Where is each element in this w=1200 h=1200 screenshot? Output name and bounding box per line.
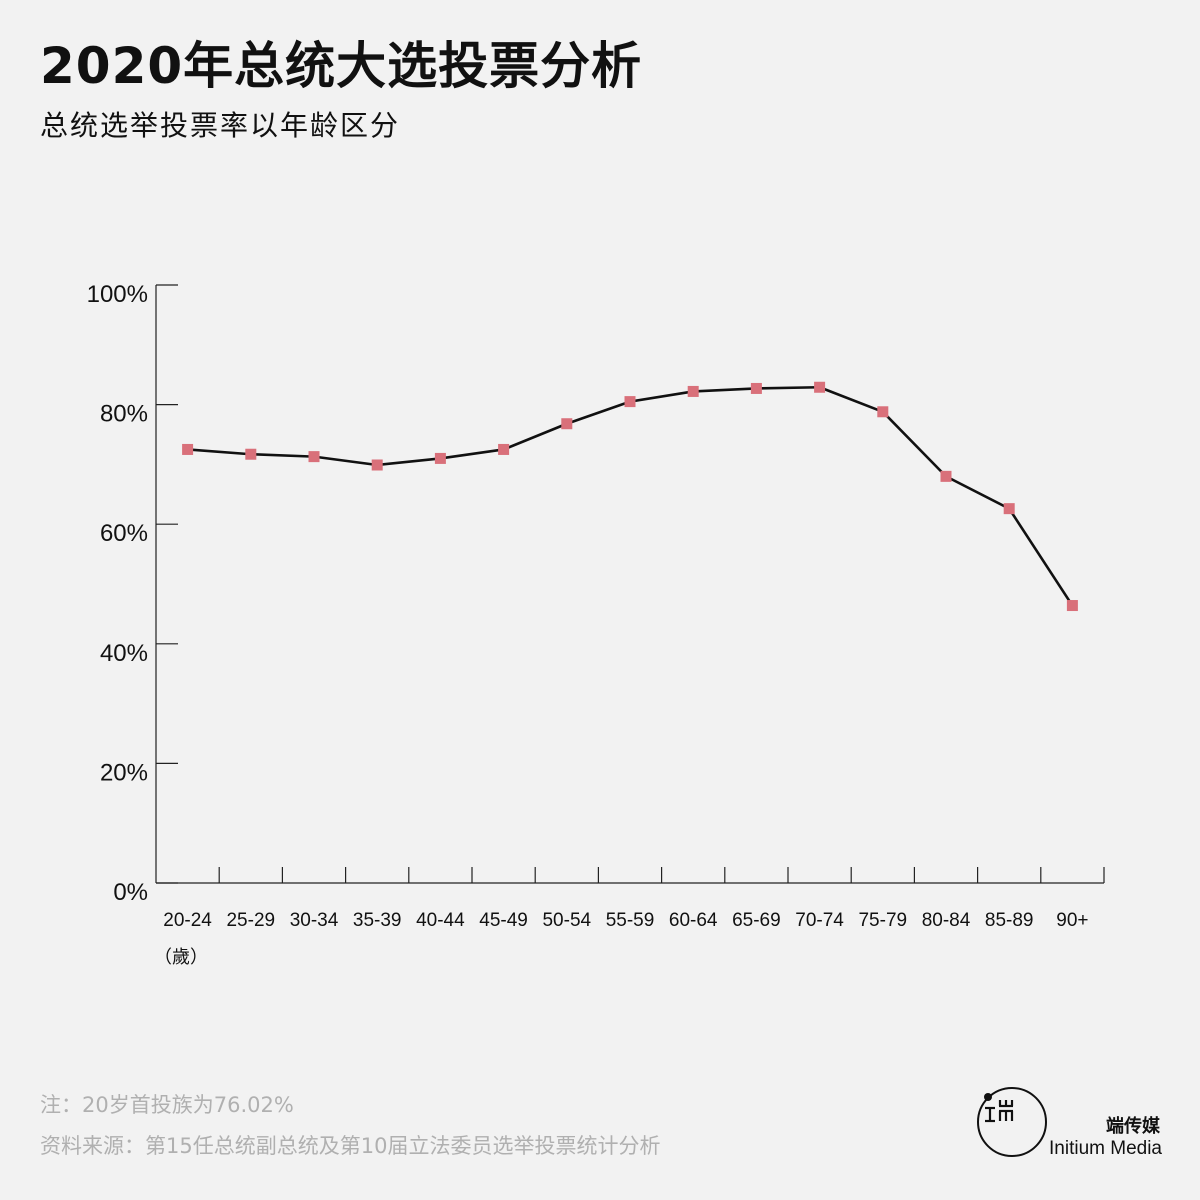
page-title: 2020年总统大选投票分析	[40, 37, 643, 95]
y-tick-label: 100%	[87, 281, 148, 308]
data-point-marker	[814, 381, 826, 393]
footnote-first-time-voters: 注：20岁首投族为76.02%	[40, 1093, 294, 1117]
x-tick-label: 90+	[1056, 910, 1088, 931]
y-tick-label: 80%	[100, 401, 148, 428]
data-point-marker	[624, 396, 636, 408]
data-point-marker	[245, 448, 257, 460]
data-source: 资料来源：第15任总统副总统及第10届立法委员选举投票统计分析	[40, 1134, 661, 1158]
brand-name-en: Initium Media	[1049, 1138, 1162, 1159]
x-tick-label: 85-89	[985, 910, 1034, 931]
x-tick-label: 55-59	[606, 910, 655, 931]
page-subtitle: 总统选举投票率以年龄区分	[40, 109, 401, 142]
data-point-marker	[750, 382, 762, 394]
x-tick-label: 30-34	[290, 910, 339, 931]
data-point-marker	[687, 385, 699, 397]
data-point-marker	[182, 443, 194, 455]
x-tick-label: 75-79	[858, 910, 907, 931]
x-tick-label: 45-49	[479, 910, 528, 931]
x-tick-label: 20-24	[163, 910, 212, 931]
x-tick-label: 65-69	[732, 910, 781, 931]
brand-name-cn: 端传媒	[1106, 1116, 1160, 1137]
x-tick-label: 60-64	[669, 910, 718, 931]
y-tick-label: 20%	[100, 759, 148, 786]
initium-logo-icon	[977, 1087, 1047, 1157]
x-axis-unit-label: （歲）	[154, 947, 208, 968]
y-tick-label: 40%	[100, 640, 148, 667]
data-point-marker	[371, 459, 383, 471]
x-tick-label: 70-74	[795, 910, 844, 931]
series-line-group	[182, 381, 1078, 612]
y-tick-label: 0%	[113, 879, 148, 906]
data-point-marker	[434, 452, 446, 464]
x-axis: 20-24 25-29 30-34 35-39 40-44 45-49 50-54 55-59…	[154, 867, 1105, 968]
x-tick-label: 40-44	[416, 910, 465, 931]
x-tick-label: 50-54	[542, 910, 591, 931]
x-tick-label: 80-84	[922, 910, 971, 931]
x-tick-label: 35-39	[353, 910, 402, 931]
x-tick-label: 25-29	[226, 910, 275, 931]
data-point-marker	[561, 418, 573, 430]
data-point-marker	[308, 451, 320, 463]
data-point-marker	[1003, 503, 1015, 515]
data-point-marker	[498, 443, 510, 455]
turnout-line-chart: 0% 20% 40% 60% 80% 100% 20-24 25-29 30-34 35-39 4…	[87, 281, 1105, 968]
data-point-marker	[877, 406, 889, 418]
series-line	[187, 385, 1074, 607]
y-tick-label: 60%	[100, 520, 148, 547]
y-axis: 0% 20% 40% 60% 80% 100%	[87, 281, 178, 906]
data-point-marker	[1066, 600, 1078, 612]
data-point-marker	[940, 470, 952, 482]
